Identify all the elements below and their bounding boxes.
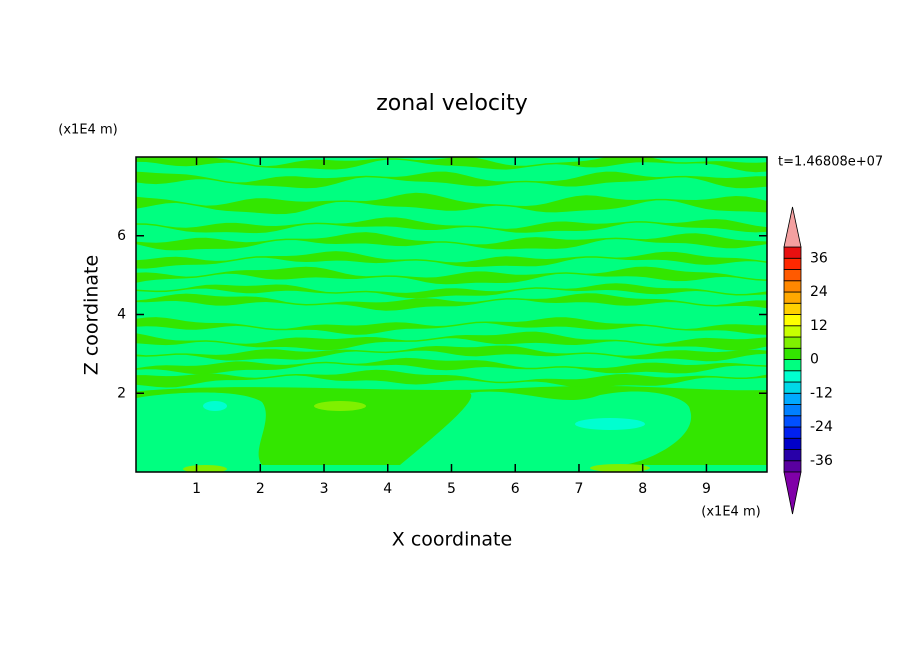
x-tick-label: 6 [511, 481, 520, 497]
colorbar-box [783, 280, 802, 293]
contour-region [136, 232, 767, 251]
contour-region [136, 283, 767, 299]
colorbar-box [783, 437, 802, 450]
colorbar-box [783, 381, 802, 394]
contour-region [136, 171, 767, 189]
colorbar-tick-label: 12 [810, 318, 828, 334]
contour-region [136, 293, 767, 311]
colorbar-box [783, 291, 802, 304]
colorbar-over-arrow [783, 206, 802, 248]
contour-region [136, 192, 767, 215]
colorbar-box [783, 415, 802, 428]
colorbar-box [783, 246, 802, 259]
contour-region [136, 369, 767, 388]
x-axis-label: X coordinate [392, 529, 512, 551]
x-tick-label: 3 [320, 481, 329, 497]
colorbar-box [783, 302, 802, 315]
contour-field [136, 157, 767, 472]
x-tick-label: 7 [575, 481, 584, 497]
y-tick-label: 6 [117, 228, 126, 244]
contour-region [136, 317, 767, 335]
colorbar-box [783, 449, 802, 462]
contour-region [314, 401, 366, 411]
colorbar-tick-label: -12 [810, 385, 833, 401]
colorbar-box [783, 426, 802, 439]
y-tick-label: 4 [117, 307, 126, 323]
x-tick-label: 5 [447, 481, 456, 497]
y-unit: (x1E4 m) [58, 123, 117, 138]
colorbar-box [783, 392, 802, 405]
contour-region [400, 391, 692, 465]
colorbar-box [783, 460, 802, 473]
contour-region [136, 392, 266, 465]
contour-region [136, 345, 767, 362]
colorbar-box [783, 370, 802, 383]
colorbar-box [783, 336, 802, 349]
contour-region [183, 465, 227, 472]
colorbar-box [783, 359, 802, 372]
y-tick-label: 2 [117, 385, 126, 401]
time-annotation: t=1.46808e+07 [778, 155, 883, 170]
contour-region [136, 357, 767, 375]
x-tick-label: 4 [383, 481, 392, 497]
contour-region [136, 217, 767, 234]
contour-region [136, 331, 767, 351]
x-tick-label: 1 [192, 481, 201, 497]
chart-title: zonal velocity [376, 91, 528, 116]
x-tick-label: 8 [638, 481, 647, 497]
contour-region [203, 401, 227, 411]
x-unit: (x1E4 m) [701, 505, 760, 520]
y-axis-label: Z coordinate [81, 255, 103, 375]
colorbar-box [783, 314, 802, 327]
colorbar-tick-label: 0 [810, 352, 819, 368]
colorbar-box [783, 269, 802, 282]
colorbar-box [783, 347, 802, 360]
colorbar-tick-label: -24 [810, 419, 833, 435]
contour-region [590, 464, 650, 472]
colorbar-tick-label: 24 [810, 284, 828, 300]
colorbar-box [783, 325, 802, 338]
colorbar-under-arrow [783, 471, 802, 515]
colorbar-tick-label: -36 [810, 453, 833, 469]
contour-region [136, 251, 767, 269]
contour-region [575, 418, 645, 430]
colorbar-box [783, 257, 802, 270]
colorbar-box [783, 404, 802, 417]
contour-region [136, 266, 767, 285]
x-tick-label: 2 [256, 481, 265, 497]
colorbar-tick-label: 36 [810, 250, 828, 266]
x-tick-label: 9 [702, 481, 711, 497]
